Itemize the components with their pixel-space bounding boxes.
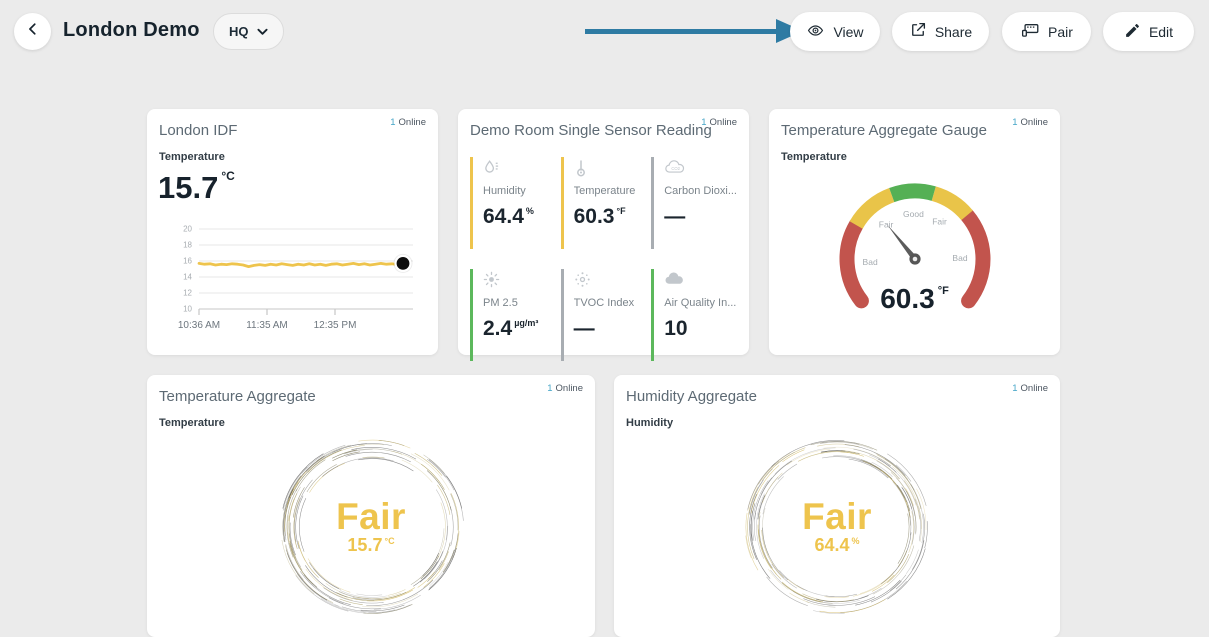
sensor-value: — (664, 205, 686, 228)
status-text: Fair (802, 496, 872, 537)
view-button-label: View (833, 23, 864, 40)
svg-text:16: 16 (183, 257, 192, 266)
sensor-name: Temperature (573, 185, 636, 197)
card-humidity-aggregate: 1 Online Humidity Aggregate Humidity Fair… (614, 375, 1060, 637)
org-selector-label: HQ (229, 24, 249, 39)
tile-carbon-dioxide: CO2 Carbon Dioxi... — (651, 157, 737, 249)
temperature-line-chart: 20 18 16 14 12 10 10:36 AM 11:35 AM 12:35 PM (178, 225, 413, 331)
sensor-name: Air Quality In... (664, 297, 737, 309)
sensor-value: 2.4 µg/m³ (483, 317, 539, 340)
svg-text:Bad: Bad (952, 253, 967, 263)
card-title: London IDF (159, 122, 238, 139)
card-london-idf: 1 Online London IDF Temperature 15.7 °C 20… (147, 109, 438, 355)
card-title: Humidity Aggregate (626, 388, 757, 405)
gauge-value: 60.3 °F (880, 283, 949, 314)
edit-button[interactable]: Edit (1103, 12, 1194, 51)
status-text: Fair (336, 496, 406, 537)
card-temperature-aggregate: 1 Online Temperature Aggregate Temperatur… (147, 375, 595, 637)
tile-tvoc: TVOC Index — (560, 269, 645, 361)
pm25-icon (483, 271, 554, 291)
svg-text:CO2: CO2 (672, 166, 681, 171)
sensor-value: — (573, 317, 595, 340)
eye-icon (806, 22, 825, 42)
online-badge: 1 Online (701, 117, 737, 128)
metric-label: Humidity (626, 417, 674, 429)
svg-text:Fair: Fair (932, 216, 947, 226)
card-title: Temperature Aggregate (159, 388, 316, 405)
sensor-value: 64.4% (483, 205, 534, 228)
chevron-left-icon (26, 22, 40, 41)
status-ring (281, 439, 464, 614)
tile-humidity: Humidity 64.4% (470, 157, 554, 249)
card-title: Temperature Aggregate Gauge (781, 122, 987, 139)
co2-icon: CO2 (664, 159, 737, 179)
status-value: 15.7 °C (347, 535, 395, 555)
metric-label: Temperature (781, 151, 847, 163)
svg-text:Bad: Bad (863, 257, 878, 267)
sensor-value: 10 (664, 317, 688, 340)
sensor-name: Carbon Dioxi... (664, 185, 737, 197)
sensor-name: PM 2.5 (483, 297, 518, 309)
sensor-value: 60.3 °F (573, 205, 626, 228)
online-badge: 1 Online (390, 117, 426, 128)
svg-text:10: 10 (183, 305, 192, 314)
pencil-icon (1124, 22, 1141, 42)
svg-text:18: 18 (183, 241, 192, 250)
online-badge: 1 Online (547, 383, 583, 394)
status-ring (745, 440, 928, 614)
page-title: London Demo (63, 19, 200, 41)
share-button[interactable]: Share (892, 12, 989, 51)
tvoc-icon (574, 271, 645, 291)
svg-text:Good: Good (903, 209, 924, 219)
sensor-name: TVOC Index (573, 297, 635, 309)
back-button[interactable] (14, 13, 51, 50)
share-icon (909, 21, 927, 42)
sensor-tiles: Humidity 64.4% Temperature 60.3 °F CO2 Ca… (470, 157, 737, 361)
aqi-icon (664, 271, 737, 291)
edit-button-label: Edit (1148, 23, 1174, 40)
svg-text:Fair: Fair (879, 220, 894, 230)
svg-text:12: 12 (183, 289, 192, 298)
annotation-arrow (585, 29, 778, 34)
tile-temperature: Temperature 60.3 °F (560, 157, 645, 249)
view-button[interactable]: View (790, 12, 880, 51)
pair-button[interactable]: Pair (1002, 12, 1091, 51)
card-temperature-gauge: 1 Online Temperature Aggregate Gauge Temp… (769, 109, 1060, 355)
online-badge: 1 Online (1012, 117, 1048, 128)
pair-device-icon (1020, 21, 1040, 42)
tile-pm25: PM 2.5 2.4 µg/m³ (470, 269, 554, 361)
humidity-icon (483, 159, 554, 179)
sensor-name: Humidity (483, 185, 526, 197)
thermometer-icon (574, 159, 645, 179)
tile-air-quality: Air Quality In... 10 (651, 269, 737, 361)
svg-text:20: 20 (183, 225, 192, 234)
pair-button-label: Pair (1048, 23, 1073, 40)
status-value: 64.4% (814, 535, 860, 555)
svg-text:11:35 AM: 11:35 AM (246, 320, 288, 331)
card-sensor-reading: 1 Online Demo Room Single Sensor Reading … (458, 109, 749, 361)
temperature-value: 15.7 °C (158, 169, 235, 205)
svg-text:10:36 AM: 10:36 AM (178, 320, 220, 331)
svg-text:14: 14 (183, 273, 192, 282)
metric-label: Temperature (159, 417, 225, 429)
share-button-label: Share (934, 23, 973, 40)
online-badge: 1 Online (1012, 383, 1048, 394)
org-selector[interactable]: HQ (213, 13, 284, 50)
svg-text:12:35 PM: 12:35 PM (314, 320, 357, 331)
temperature-gauge-chart: Bad Fair Good Fair Bad (839, 183, 991, 309)
card-title: Demo Room Single Sensor Reading (470, 122, 712, 139)
chevron-down-icon (256, 24, 268, 39)
metric-label: Temperature (159, 151, 225, 163)
